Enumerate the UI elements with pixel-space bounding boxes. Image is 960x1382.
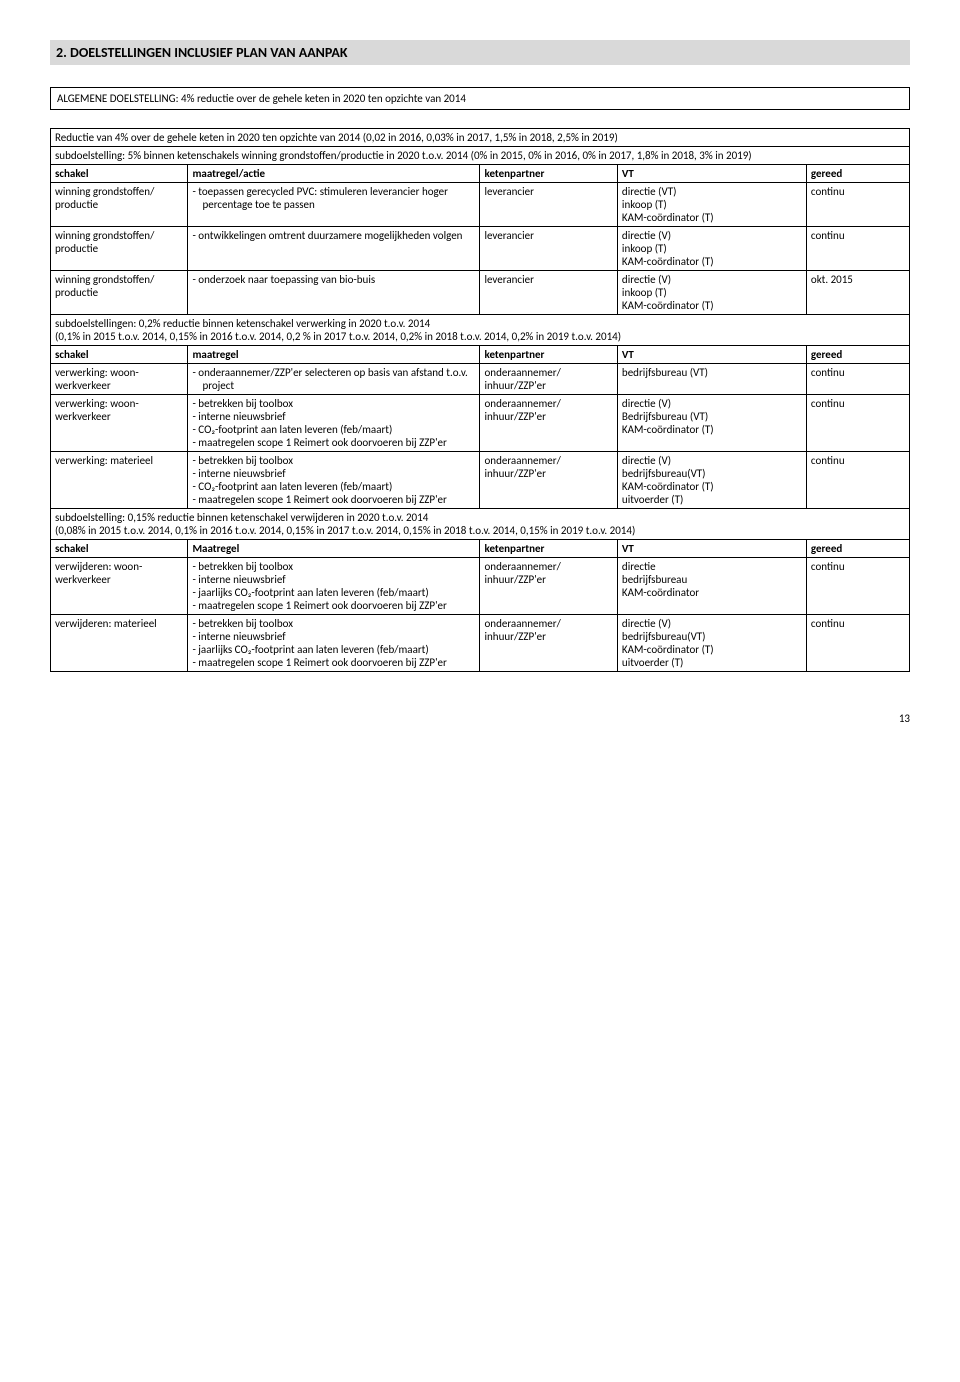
- maatregel-item: interne nieuwsbrief: [192, 467, 475, 480]
- full-width-row: subdoelstellingen: 0,2% reductie binnen …: [51, 315, 910, 346]
- cell-gereed: continu: [806, 615, 909, 672]
- maatregel-item: maatregelen scope 1 Reimert ook doorvoer…: [192, 493, 475, 506]
- cell-gereed: continu: [806, 227, 909, 271]
- cell-ketenpartner: onderaannemer/ inhuur/ZZP'er: [480, 452, 617, 509]
- maatregel-item: interne nieuwsbrief: [192, 573, 475, 586]
- full-width-row: subdoelstelling: 5% binnen ketenschakels…: [51, 147, 910, 165]
- cell-gereed: okt. 2015: [806, 271, 909, 315]
- maatregel-item: onderzoek naar toepassing van bio-buis: [192, 273, 475, 286]
- cell-schakel: verwijderen: materieel: [51, 615, 188, 672]
- maatregel-item: betrekken bij toolbox: [192, 617, 475, 630]
- cell-maatregel: onderaannemer/ZZP'er selecteren op basis…: [188, 364, 480, 395]
- cell-ketenpartner: onderaannemer/ inhuur/ZZP'er: [480, 395, 617, 452]
- cell-schakel: winning grondstoffen/ productie: [51, 227, 188, 271]
- maatregel-item: betrekken bij toolbox: [192, 454, 475, 467]
- column-header: schakel: [51, 540, 188, 558]
- maatregel-item: interne nieuwsbrief: [192, 630, 475, 643]
- maatregel-item: CO₂-footprint aan laten leveren (feb/maa…: [192, 423, 475, 436]
- column-header: VT: [617, 165, 806, 183]
- column-header: VT: [617, 346, 806, 364]
- section-heading: 2. DOELSTELLINGEN INCLUSIEF PLAN VAN AAN…: [50, 40, 910, 65]
- cell-maatregel: betrekken bij toolboxinterne nieuwsbrief…: [188, 395, 480, 452]
- column-header: maatregel/actie: [188, 165, 480, 183]
- cell-vt: directie (V) Bedrijfsbureau (VT) KAM-coö…: [617, 395, 806, 452]
- cell-schakel: verwijderen: woon-werkverkeer: [51, 558, 188, 615]
- column-header: ketenpartner: [480, 165, 617, 183]
- cell-gereed: continu: [806, 395, 909, 452]
- cell-ketenpartner: leverancier: [480, 183, 617, 227]
- cell-ketenpartner: onderaannemer/ inhuur/ZZP'er: [480, 364, 617, 395]
- cell-schakel: verwerking: materieel: [51, 452, 188, 509]
- maatregel-item: jaarlijks CO₂-footprint aan laten levere…: [192, 586, 475, 599]
- cell-schakel: verwerking: woon-werkverkeer: [51, 395, 188, 452]
- cell-vt: directie (V) bedrijfsbureau(VT) KAM-coör…: [617, 452, 806, 509]
- general-goal-box: ALGEMENE DOELSTELLING: 4% reductie over …: [50, 87, 910, 110]
- column-header: ketenpartner: [480, 540, 617, 558]
- column-header: Maatregel: [188, 540, 480, 558]
- cell-ketenpartner: onderaannemer/ inhuur/ZZP'er: [480, 558, 617, 615]
- cell-vt: directie bedrijfsbureau KAM-coördinator: [617, 558, 806, 615]
- column-header: VT: [617, 540, 806, 558]
- cell-maatregel: toepassen gerecycled PVC: stimuleren lev…: [188, 183, 480, 227]
- cell-vt: directie (V) bedrijfsbureau(VT) KAM-coör…: [617, 615, 806, 672]
- maatregel-item: betrekken bij toolbox: [192, 397, 475, 410]
- cell-gereed: continu: [806, 452, 909, 509]
- column-header: schakel: [51, 346, 188, 364]
- cell-gereed: continu: [806, 364, 909, 395]
- cell-ketenpartner: onderaannemer/ inhuur/ZZP'er: [480, 615, 617, 672]
- maatregel-item: CO₂-footprint aan laten leveren (feb/maa…: [192, 480, 475, 493]
- cell-ketenpartner: leverancier: [480, 271, 617, 315]
- cell-maatregel: betrekken bij toolboxinterne nieuwsbrief…: [188, 615, 480, 672]
- maatregel-item: ontwikkelingen omtrent duurzamere mogeli…: [192, 229, 475, 242]
- column-header: gereed: [806, 346, 909, 364]
- maatregel-item: maatregelen scope 1 Reimert ook doorvoer…: [192, 436, 475, 449]
- cell-maatregel: ontwikkelingen omtrent duurzamere mogeli…: [188, 227, 480, 271]
- cell-maatregel: betrekken bij toolboxinterne nieuwsbrief…: [188, 558, 480, 615]
- main-table: Reductie van 4% over de gehele keten in …: [50, 128, 910, 672]
- maatregel-item: onderaannemer/ZZP'er selecteren op basis…: [192, 366, 475, 392]
- full-width-row: subdoelstelling: 0,15% reductie binnen k…: [51, 509, 910, 540]
- page-number: 13: [50, 712, 910, 725]
- maatregel-item: betrekken bij toolbox: [192, 560, 475, 573]
- cell-vt: directie (V) inkoop (T) KAM-coördinator …: [617, 227, 806, 271]
- full-width-row: Reductie van 4% over de gehele keten in …: [51, 129, 910, 147]
- cell-gereed: continu: [806, 558, 909, 615]
- column-header: gereed: [806, 165, 909, 183]
- column-header: schakel: [51, 165, 188, 183]
- cell-schakel: winning grondstoffen/ productie: [51, 183, 188, 227]
- maatregel-item: toepassen gerecycled PVC: stimuleren lev…: [192, 185, 475, 211]
- maatregel-item: maatregelen scope 1 Reimert ook doorvoer…: [192, 599, 475, 612]
- cell-schakel: winning grondstoffen/ productie: [51, 271, 188, 315]
- cell-vt: directie (VT) inkoop (T) KAM-coördinator…: [617, 183, 806, 227]
- column-header: maatregel: [188, 346, 480, 364]
- maatregel-item: maatregelen scope 1 Reimert ook doorvoer…: [192, 656, 475, 669]
- cell-vt: bedrijfsbureau (VT): [617, 364, 806, 395]
- cell-vt: directie (V) inkoop (T) KAM-coördinator …: [617, 271, 806, 315]
- maatregel-item: interne nieuwsbrief: [192, 410, 475, 423]
- cell-maatregel: onderzoek naar toepassing van bio-buis: [188, 271, 480, 315]
- column-header: ketenpartner: [480, 346, 617, 364]
- column-header: gereed: [806, 540, 909, 558]
- maatregel-item: jaarlijks CO₂-footprint aan laten levere…: [192, 643, 475, 656]
- cell-ketenpartner: leverancier: [480, 227, 617, 271]
- cell-maatregel: betrekken bij toolboxinterne nieuwsbrief…: [188, 452, 480, 509]
- cell-schakel: verwerking: woon-werkverkeer: [51, 364, 188, 395]
- cell-gereed: continu: [806, 183, 909, 227]
